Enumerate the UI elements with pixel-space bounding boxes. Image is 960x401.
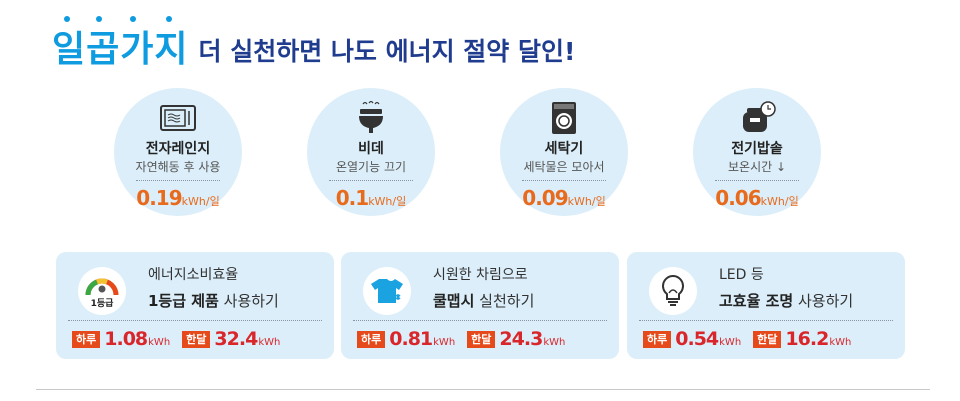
washing-machine-icon — [552, 102, 576, 134]
divider — [136, 180, 220, 181]
divider — [68, 320, 322, 321]
month-unit: kWh — [543, 337, 566, 348]
appliance-name: 전기밥솥 — [731, 141, 783, 157]
appliance-tip: 세탁물은 모아서 — [523, 160, 605, 174]
tip-card-cool-biz: 시원한 차림으로 쿨맵시 실천하기 하루 0.81 kWh 한달 24.3 kW… — [341, 252, 619, 359]
day-value: 0.81 — [389, 328, 433, 350]
appliance-washing-machine: 세탁기 세탁물은 모아서 0.09kWh/일 — [500, 88, 628, 216]
day-tag: 하루 — [357, 331, 386, 348]
saving-value: 0.09kWh/일 — [522, 186, 606, 210]
emphasis-dots — [52, 16, 202, 24]
tip-card-efficiency: 1등급 에너지소비효율 1등급 제품 사용하기 하루 1.08 kWh 한달 3… — [56, 252, 334, 359]
appliance-name: 세탁기 — [544, 141, 584, 157]
card-line2: 1등급 제품 사용하기 — [148, 292, 279, 310]
appliance-microwave: 전자레인지 자연해동 후 사용 0.19kWh/일 — [114, 88, 242, 216]
appliance-bidet: 비데 온열기능 끄기 0.1kWh/일 — [307, 88, 435, 216]
divider — [715, 180, 799, 181]
day-value: 1.08 — [104, 328, 148, 350]
card-line2: 고효율 조명 사용하기 — [719, 292, 854, 310]
appliance-tip: 자연해동 후 사용 — [135, 160, 221, 174]
day-unit: kWh — [433, 337, 456, 348]
month-value: 32.4 — [214, 328, 258, 350]
bidet-icon — [359, 100, 383, 133]
saving-value: 0.1kWh/일 — [335, 186, 407, 210]
card-stats: 하루 0.54 kWh 한달 16.2 kWh — [643, 328, 851, 350]
card-line1: LED 등 — [719, 267, 764, 283]
bottom-divider — [36, 389, 930, 390]
appliance-name: 비데 — [358, 141, 384, 157]
month-tag: 한달 — [182, 331, 211, 348]
saving-value: 0.19kWh/일 — [136, 186, 220, 210]
page-title: 일곱가지 더 실천하면 나도 에너지 절약 달인! — [52, 16, 576, 72]
appliance-rice-cooker: 전기밥솥 보온시간 ↓ 0.06kWh/일 — [693, 88, 821, 216]
card-stats: 하루 0.81 kWh 한달 24.3 kWh — [357, 328, 565, 350]
appliance-name: 전자레인지 — [145, 141, 211, 157]
month-tag: 한달 — [753, 331, 782, 348]
divider — [522, 180, 606, 181]
efficiency-gauge-icon: 1등급 — [78, 267, 126, 315]
card-line2: 쿨맵시 실천하기 — [433, 292, 535, 310]
month-tag: 한달 — [467, 331, 496, 348]
saving-value: 0.06kWh/일 — [715, 186, 799, 210]
card-line1: 에너지소비효율 — [148, 267, 239, 283]
rice-cooker-icon — [743, 101, 776, 132]
month-value: 24.3 — [499, 328, 543, 350]
grade-label: 1등급 — [90, 299, 114, 309]
day-unit: kWh — [719, 337, 742, 348]
tip-card-led: LED 등 고효율 조명 사용하기 하루 0.54 kWh 한달 16.2 kW… — [627, 252, 905, 359]
title-accent: 일곱가지 — [52, 16, 189, 72]
day-value: 0.54 — [675, 328, 719, 350]
light-bulb-icon — [649, 267, 697, 315]
microwave-icon — [160, 105, 196, 131]
appliance-tip: 보온시간 ↓ — [727, 160, 787, 174]
month-unit: kWh — [258, 337, 281, 348]
day-unit: kWh — [148, 337, 171, 348]
divider — [639, 320, 893, 321]
title-accent-text: 일곱가지 — [52, 29, 189, 70]
divider — [329, 180, 413, 181]
month-unit: kWh — [829, 337, 852, 348]
appliance-tip: 온열기능 끄기 — [335, 160, 407, 174]
divider — [353, 320, 607, 321]
title-rest: 더 실천하면 나도 에너지 절약 달인! — [198, 37, 576, 66]
card-line1: 시원한 차림으로 — [433, 267, 528, 283]
cool-shirt-icon — [363, 267, 411, 315]
day-tag: 하루 — [643, 331, 672, 348]
month-value: 16.2 — [785, 328, 829, 350]
card-stats: 하루 1.08 kWh 한달 32.4 kWh — [72, 328, 280, 350]
day-tag: 하루 — [72, 331, 101, 348]
